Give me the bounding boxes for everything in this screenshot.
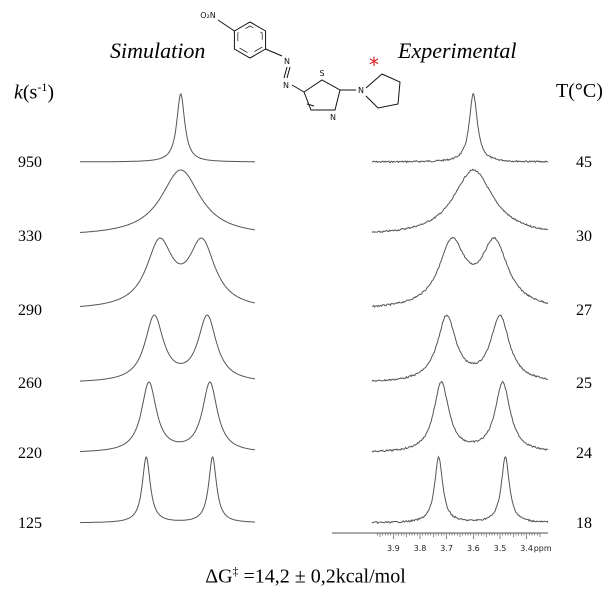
experimental-traces xyxy=(371,92,549,525)
activation-energy-footer: ΔG‡ =14,2 ± 0,2kcal/mol xyxy=(0,564,611,589)
double-dagger: ‡ xyxy=(232,564,239,578)
simulation-trace xyxy=(80,456,256,524)
activation-energy-value: =14,2 ± 0,2kcal/mol xyxy=(238,565,406,588)
azo-double-bond xyxy=(283,66,288,79)
experimental-trace xyxy=(371,168,549,233)
rate-constant-label: 330 xyxy=(18,228,42,245)
azo-n2: N xyxy=(283,81,289,90)
experimental-heading: Experimental xyxy=(398,38,517,63)
experimental-trace xyxy=(371,236,549,308)
temperature-label: 25 xyxy=(576,375,592,392)
rate-constant-label: 260 xyxy=(18,375,42,392)
ppm-tick-label: 3.6 xyxy=(467,544,480,553)
simulation-trace xyxy=(80,381,256,452)
temperature-label: 30 xyxy=(576,228,592,245)
azo-double-bond xyxy=(286,66,291,79)
ppm-tick-label: 3.4 xyxy=(520,544,533,553)
simulation-trace xyxy=(79,237,256,307)
rate-constant-heading: k(s-1) xyxy=(14,80,54,105)
rate-unit-post: ) xyxy=(47,81,55,104)
azo-bond-2 xyxy=(291,84,305,93)
experimental-trace xyxy=(371,455,549,525)
rate-constant-label: 125 xyxy=(18,515,42,532)
rate-unit-pre: (s xyxy=(22,81,38,104)
simulation-trace xyxy=(79,169,256,233)
thiazole-sulfur: S xyxy=(319,69,324,78)
temperature-heading: T(°C) xyxy=(556,80,603,102)
benzene-ring xyxy=(233,21,267,59)
temperature-label: 24 xyxy=(576,445,592,462)
nitro-bond xyxy=(217,19,235,32)
temperature-label: 27 xyxy=(576,302,592,319)
simulation-heading: Simulation xyxy=(110,38,206,63)
rate-constant-label: 950 xyxy=(18,154,42,171)
simulation-trace xyxy=(80,93,255,163)
rate-constant-label: 220 xyxy=(18,445,42,462)
azo-bond-1 xyxy=(265,48,283,57)
thiazole-ring xyxy=(303,79,341,111)
experimental-trace xyxy=(371,92,549,164)
ppm-tick-label: 3.8 xyxy=(414,544,427,553)
pyrrolidine-nitrogen: N xyxy=(358,86,364,95)
temperature-label: 45 xyxy=(576,154,592,171)
pyrrolidine-ring xyxy=(365,73,401,109)
thiazole-double-bond xyxy=(306,103,315,107)
azo-n1: N xyxy=(284,57,290,66)
asterisk-marker: * xyxy=(369,53,379,77)
benzene-inner-bonds xyxy=(237,25,263,55)
ppm-tick-label: 3.7 xyxy=(440,544,453,553)
ppm-axis: 3.9 3.8 3.7 3.6 3.5 3.4 ppm xyxy=(332,532,552,553)
delta-g-symbol: ΔG xyxy=(205,565,233,588)
ppm-unit-label: ppm xyxy=(534,544,552,553)
rate-symbol: k xyxy=(14,81,23,104)
experimental-trace xyxy=(371,380,549,453)
temperature-label: 18 xyxy=(576,515,592,532)
molecule-structure: O₂N N N S N N * xyxy=(200,11,401,122)
simulation-trace xyxy=(79,314,256,382)
rate-unit-sup: -1 xyxy=(37,80,48,94)
simulation-traces xyxy=(79,93,256,524)
rate-constant-label: 290 xyxy=(18,302,42,319)
nitro-group-label: O₂N xyxy=(200,11,216,20)
thiazole-nitrogen: N xyxy=(330,113,336,122)
ppm-tick-label: 3.9 xyxy=(387,544,400,553)
experimental-trace xyxy=(371,314,549,383)
ppm-tick-label: 3.5 xyxy=(494,544,507,553)
